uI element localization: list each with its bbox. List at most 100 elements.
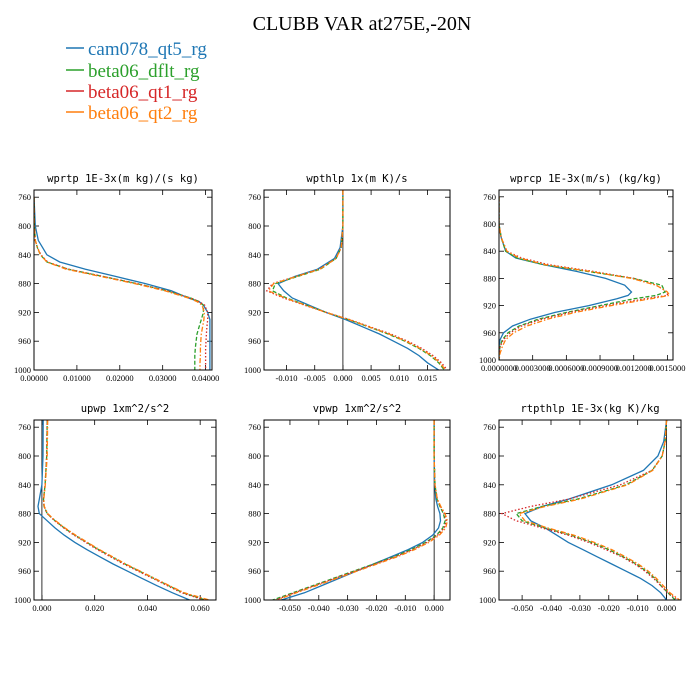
series-line (34, 197, 209, 370)
series-line (523, 420, 668, 600)
series-line (518, 420, 680, 600)
y-tick-label: 960 (248, 336, 261, 346)
panel-title: upwp 1xm^2/s^2 (81, 403, 170, 415)
y-tick-label: 800 (248, 451, 261, 461)
y-tick-label: 880 (18, 279, 31, 289)
series-line (499, 196, 633, 360)
x-tick-label: 0.0003000 (515, 363, 551, 373)
panel: wprtp 1E-3x(m kg)/(s kg) 760 800 840 880 920 9… (14, 173, 219, 383)
series-line (276, 420, 449, 600)
plot-frame (33, 189, 213, 371)
x-tick-label: -0.040 (308, 603, 330, 613)
panel: rtpthlp 1E-3x(kg K)/kg 760 800 840 880 920 960… (479, 403, 682, 613)
series-line (277, 190, 440, 370)
y-tick-label: 840 (248, 250, 261, 260)
y-tick-label: 840 (483, 246, 496, 256)
x-tick-label: -0.030 (337, 603, 359, 613)
y-tick-label: 760 (18, 422, 31, 432)
panel: upwp 1xm^2/s^2 760 800 840 880 920 960 10000.00… (14, 403, 217, 613)
panel-title: vpwp 1xm^2/s^2 (313, 403, 402, 415)
series-line (275, 420, 447, 600)
y-tick-label: 760 (248, 192, 261, 202)
legend-item: cam078_qt5_rg (66, 39, 207, 60)
y-tick-label: 880 (248, 279, 261, 289)
panel-title: wpthlp 1x(m K)/s (306, 173, 407, 185)
y-tick-label: 800 (18, 451, 31, 461)
y-tick-label: 760 (483, 422, 496, 432)
plot-frame (263, 419, 451, 601)
plot-frame (263, 189, 451, 371)
x-tick-label: -0.020 (365, 603, 387, 613)
series-line (281, 420, 442, 600)
series-line (272, 420, 446, 600)
x-tick-label: -0.040 (540, 603, 562, 613)
y-tick-label: 880 (18, 509, 31, 519)
x-tick-label: 0.005 (362, 373, 381, 383)
x-tick-label: 0.0012000 (616, 363, 652, 373)
panels: wprtp 1E-3x(m kg)/(s kg) 760 800 840 880 920 9… (14, 173, 685, 613)
x-tick-label: -0.050 (511, 603, 533, 613)
y-tick-label: 800 (18, 221, 31, 231)
x-tick-label: 0.0015000 (649, 363, 685, 373)
y-tick-label: 1000 (244, 365, 261, 375)
legend: cam078_qt5_rg beta06_dflt_rg beta06_qt1_… (66, 39, 207, 124)
x-tick-label: 0.02000 (106, 373, 134, 383)
x-tick-label: 0.01000 (63, 373, 91, 383)
y-tick-label: 1000 (479, 595, 496, 605)
x-tick-label: -0.010 (627, 603, 649, 613)
series-line (43, 420, 210, 600)
y-tick-label: 800 (483, 451, 496, 461)
y-tick-label: 800 (248, 221, 261, 231)
x-tick-label: 0.010 (390, 373, 409, 383)
legend-label: cam078_qt5_rg (88, 39, 207, 60)
series-line (42, 420, 206, 600)
x-tick-label: -0.030 (569, 603, 591, 613)
legend-label: beta06_qt2_rg (88, 103, 198, 124)
series-line (37, 420, 190, 600)
series-line (34, 197, 205, 370)
x-tick-label: 0.0000000 (481, 363, 517, 373)
panel: wpthlp 1x(m K)/s 760 800 840 880 920 960 1000 -0… (244, 173, 451, 383)
plot-frame (498, 419, 682, 601)
series-line (499, 196, 666, 360)
series-line (265, 190, 448, 370)
series-line (34, 197, 205, 370)
x-tick-label: 0.03000 (149, 373, 177, 383)
series-line (271, 190, 445, 370)
x-tick-label: 0.000 (333, 373, 352, 383)
y-tick-label: 840 (483, 480, 496, 490)
y-tick-label: 960 (18, 336, 31, 346)
y-tick-label: 1000 (244, 595, 261, 605)
y-tick-label: 920 (483, 301, 496, 311)
series-line (34, 197, 211, 370)
y-tick-label: 840 (18, 480, 31, 490)
y-tick-label: 960 (248, 566, 261, 576)
y-tick-label: 920 (483, 537, 496, 547)
x-tick-label: 0.040 (138, 603, 157, 613)
plot-frame (33, 419, 217, 601)
series-line (499, 196, 669, 360)
x-tick-label: -0.010 (276, 373, 298, 383)
y-tick-label: 960 (483, 328, 496, 338)
x-tick-label: 0.0009000 (582, 363, 618, 373)
x-tick-label: 0.000 (425, 603, 444, 613)
x-tick-label: -0.050 (279, 603, 301, 613)
legend-item: beta06_dflt_rg (66, 61, 200, 82)
legend-label: beta06_dflt_rg (88, 61, 200, 82)
x-tick-label: 0.00000 (20, 373, 48, 383)
y-tick-label: 760 (248, 422, 261, 432)
y-tick-label: 920 (18, 537, 31, 547)
series-line (42, 420, 205, 600)
figure-title: CLUBB VAR at275E,-20N (253, 13, 472, 35)
y-tick-label: 960 (18, 566, 31, 576)
legend-item: beta06_qt2_rg (66, 103, 198, 124)
y-tick-label: 800 (483, 219, 496, 229)
series-line (515, 420, 676, 600)
y-tick-label: 840 (248, 480, 261, 490)
series-line (267, 190, 447, 370)
y-tick-label: 1000 (14, 595, 31, 605)
y-tick-label: 920 (248, 537, 261, 547)
y-tick-label: 840 (18, 250, 31, 260)
legend-item: beta06_qt1_rg (66, 82, 198, 103)
